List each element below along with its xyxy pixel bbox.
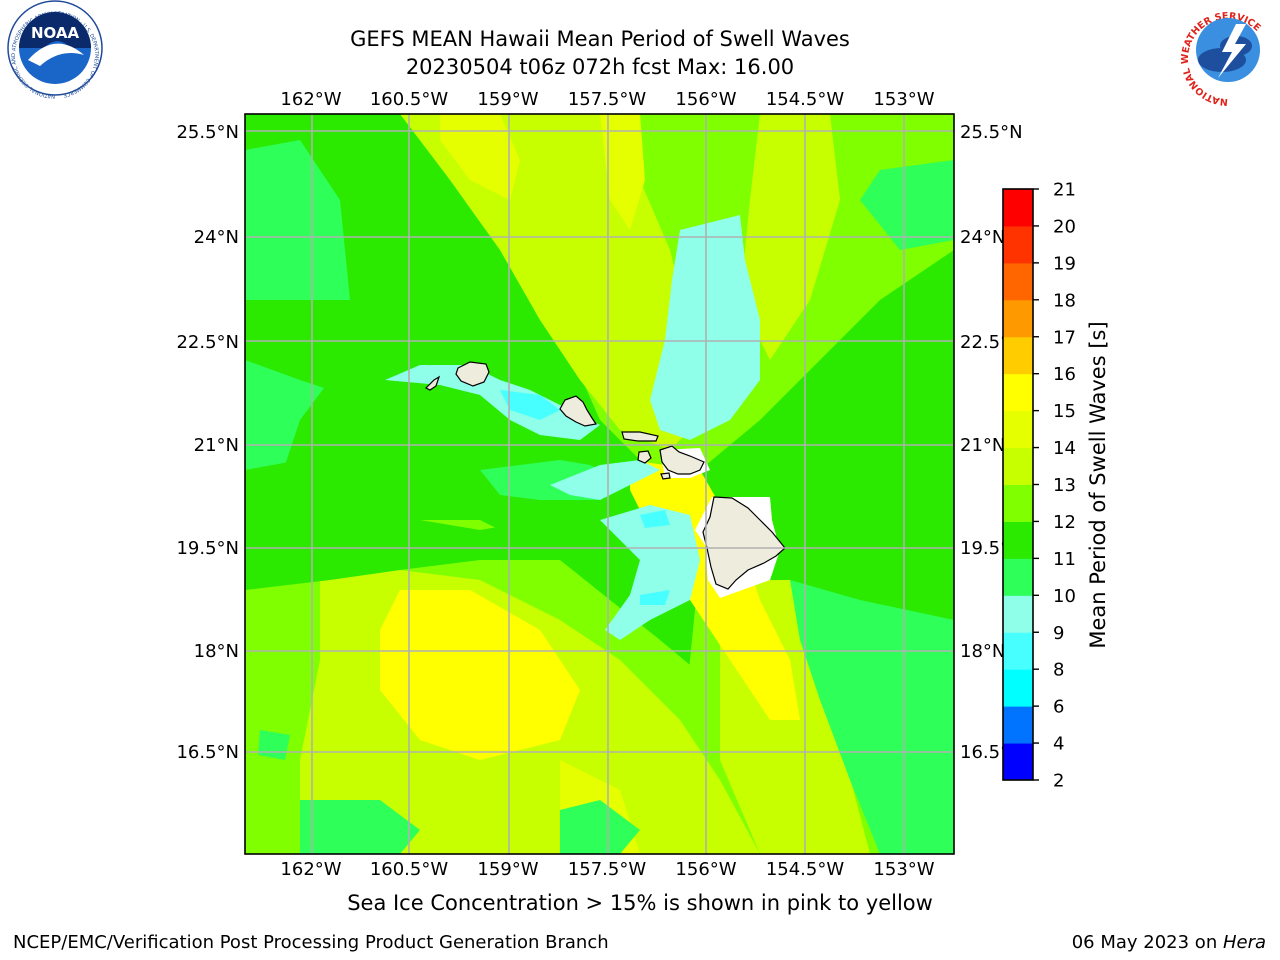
- colorbar-tick-label: 4: [1053, 734, 1064, 755]
- colorbar-tick-label: 15: [1053, 401, 1076, 422]
- molokai-island: [621, 431, 659, 442]
- plot-title: GEFS MEAN Hawaii Mean Period of Swell Wa…: [350, 27, 850, 51]
- lat-label-right: 24°N: [960, 227, 1005, 248]
- colorbar-swatch: [1003, 225, 1033, 264]
- colorbar-tick-label: 19: [1053, 253, 1076, 274]
- lon-label-top: 156°W: [675, 89, 736, 110]
- colorbar-tick-label: 20: [1053, 216, 1076, 237]
- lat-label-right: 21°N: [960, 435, 1005, 456]
- lat-label-left: 21°N: [194, 435, 239, 456]
- map-frame: [244, 113, 955, 855]
- colorbar-tick-label: 13: [1053, 475, 1076, 496]
- colorbar-swatch: [1003, 558, 1033, 596]
- lon-label-bottom: 159°W: [477, 859, 538, 880]
- lat-label-left: 18°N: [194, 641, 239, 662]
- colorbar-ticks: 2 4 6 8 9 10 11 12 13 14 15 16 17 18 19 20 21: [1033, 180, 1076, 792]
- colorbar-tick-label: 11: [1053, 549, 1076, 570]
- lon-label-bottom: 157.5°W: [568, 859, 647, 880]
- colorbar-tick-label: 6: [1053, 697, 1064, 718]
- footer-credit: NCEP/EMC/Verification Post Processing Pr…: [13, 932, 609, 953]
- lon-label-bottom: 162°W: [280, 859, 341, 880]
- footer-date: 06 May 2023 on Hera: [1072, 932, 1266, 953]
- lon-label-top: 157.5°W: [568, 89, 647, 110]
- colorbar-swatch: [1003, 706, 1033, 744]
- colorbar-swatch: [1003, 373, 1033, 412]
- niihau-island: [424, 375, 441, 391]
- colorbar-swatch: [1003, 299, 1033, 338]
- colorbar-tick-label: 21: [1053, 180, 1076, 201]
- kahoolawe-island: [660, 472, 671, 480]
- lon-label-bottom: 156°W: [675, 859, 736, 880]
- kauai-island: [455, 361, 490, 387]
- lon-label-top: 160.5°W: [370, 89, 449, 110]
- colorbar-swatch: [1003, 189, 1033, 227]
- colorbar-swatch: [1003, 669, 1033, 707]
- footer-host: Hera: [1222, 932, 1266, 953]
- colorbar-tick-label: 10: [1053, 586, 1076, 607]
- lanai-island: [637, 450, 652, 464]
- lat-label-left: 24°N: [194, 227, 239, 248]
- colorbar-swatch: [1003, 336, 1033, 375]
- hawaii-islands: [424, 361, 786, 590]
- lon-label-bottom: 160.5°W: [370, 859, 449, 880]
- lon-label-bottom: 154.5°W: [766, 859, 845, 880]
- colorbar-tick-label: 17: [1053, 327, 1076, 348]
- plot-subtitle: 20230504 t06z 072h fcst Max: 16.00: [405, 55, 795, 79]
- colorbar-swatch: [1003, 632, 1033, 670]
- nws-logo: NATIONAL WEATHER SERVICE: [1180, 3, 1275, 107]
- colorbar-tick-label: 9: [1053, 623, 1064, 644]
- colorbar-tick-label: 2: [1053, 771, 1064, 792]
- lon-label-top: 159°W: [477, 89, 538, 110]
- lat-label-right: 18°N: [960, 641, 1005, 662]
- graticule: [245, 114, 954, 854]
- noaa-text: NOAA: [31, 24, 80, 42]
- colorbar-swatch: [1003, 521, 1033, 559]
- colorbar-swatches: [1003, 189, 1033, 781]
- lon-label-bottom: 153°W: [873, 859, 934, 880]
- colorbar-swatch: [1003, 595, 1033, 633]
- maui-island: [659, 445, 705, 475]
- lon-label-top: 153°W: [873, 89, 934, 110]
- sea-ice-caption: Sea Ice Concentration > 15% is shown in …: [347, 891, 933, 915]
- colorbar-swatch: [1003, 410, 1033, 449]
- lat-label-left: 22.5°N: [176, 332, 239, 353]
- lat-label-left: 16.5°N: [176, 742, 239, 763]
- colorbar-tick-label: 14: [1053, 438, 1076, 459]
- colorbar-tick-label: 16: [1053, 364, 1076, 385]
- lat-label-right: 25.5°N: [960, 122, 1023, 143]
- oahu-island: [559, 395, 598, 427]
- noaa-logo: NATIONAL OCEANIC AND ATMOSPHERIC ADMINIS…: [7, 0, 103, 99]
- colorbar-swatch: [1003, 743, 1033, 781]
- colorbar-swatch: [1003, 447, 1033, 485]
- colorbar-swatch: [1003, 262, 1033, 301]
- colorbar-tick-label: 12: [1053, 512, 1076, 533]
- colorbar-swatch: [1003, 484, 1033, 522]
- swell-period-field: [245, 114, 954, 854]
- lon-label-top: 162°W: [280, 89, 341, 110]
- colorbar-tick-label: 8: [1053, 660, 1064, 681]
- colorbar: 2 4 6 8 9 10 11 12 13 14 15 16 17 18 19 20 21 Mean Perio…: [1002, 180, 1110, 792]
- footer-date-text: 06 May 2023 on: [1071, 932, 1223, 953]
- colorbar-label: Mean Period of Swell Waves [s]: [1086, 321, 1110, 648]
- colorbar-tick-label: 18: [1053, 290, 1076, 311]
- lat-label-left: 19.5°N: [176, 538, 239, 559]
- lat-label-left: 25.5°N: [176, 122, 239, 143]
- lon-label-top: 154.5°W: [766, 89, 845, 110]
